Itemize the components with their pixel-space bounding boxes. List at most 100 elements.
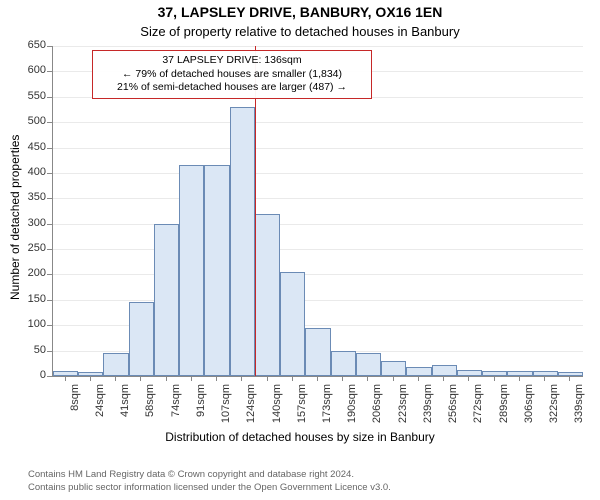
x-tick-label: 91sqm <box>195 384 207 432</box>
info-line-1: 37 LAPSLEY DRIVE: 136sqm <box>99 54 365 68</box>
y-tick-label: 250 <box>18 242 46 254</box>
info-line-3: 21% of semi-detached houses are larger (… <box>99 81 365 95</box>
x-tick-mark <box>90 376 91 381</box>
histogram-bar <box>305 328 330 376</box>
x-tick-label: 306sqm <box>523 384 535 432</box>
x-tick-label: 74sqm <box>170 384 182 432</box>
x-tick-label: 173sqm <box>321 384 333 432</box>
x-tick-label: 124sqm <box>245 384 257 432</box>
histogram-bar <box>230 107 255 376</box>
y-tick-mark <box>47 249 52 250</box>
y-tick-mark <box>47 376 52 377</box>
y-tick-mark <box>47 148 52 149</box>
y-tick-mark <box>47 224 52 225</box>
x-tick-label: 107sqm <box>220 384 232 432</box>
x-tick-label: 206sqm <box>371 384 383 432</box>
chart-title-main: 37, LAPSLEY DRIVE, BANBURY, OX16 1EN <box>0 4 600 20</box>
x-tick-label: 8sqm <box>69 384 81 432</box>
x-tick-mark <box>367 376 368 381</box>
marker-info-box: 37 LAPSLEY DRIVE: 136sqm ← 79% of detach… <box>92 50 372 99</box>
x-tick-mark <box>468 376 469 381</box>
histogram-bar <box>356 353 381 376</box>
y-tick-mark <box>47 325 52 326</box>
footer-line-1: Contains HM Land Registry data © Crown c… <box>28 469 391 481</box>
grid-line <box>53 274 583 275</box>
x-tick-mark <box>393 376 394 381</box>
y-tick-label: 100 <box>18 318 46 330</box>
grid-line <box>53 122 583 123</box>
x-tick-label: 239sqm <box>422 384 434 432</box>
x-tick-label: 190sqm <box>346 384 358 432</box>
x-tick-mark <box>519 376 520 381</box>
y-tick-mark <box>47 97 52 98</box>
x-tick-label: 140sqm <box>271 384 283 432</box>
y-tick-mark <box>47 122 52 123</box>
histogram-bar <box>53 371 78 376</box>
y-tick-label: 350 <box>18 191 46 203</box>
grid-line <box>53 300 583 301</box>
y-tick-label: 500 <box>18 115 46 127</box>
x-tick-label: 289sqm <box>498 384 510 432</box>
histogram-bar <box>381 361 406 376</box>
histogram-bar <box>406 367 431 376</box>
grid-line <box>53 148 583 149</box>
x-tick-mark <box>317 376 318 381</box>
y-tick-label: 150 <box>18 293 46 305</box>
x-tick-label: 272sqm <box>472 384 484 432</box>
x-tick-label: 339sqm <box>573 384 585 432</box>
footer-attribution: Contains HM Land Registry data © Crown c… <box>28 469 391 494</box>
y-tick-mark <box>47 274 52 275</box>
x-tick-mark <box>166 376 167 381</box>
histogram-bar <box>507 371 532 376</box>
histogram-bar <box>103 353 128 376</box>
grid-line <box>53 173 583 174</box>
y-tick-label: 50 <box>18 344 46 356</box>
x-tick-mark <box>342 376 343 381</box>
grid-line <box>53 249 583 250</box>
y-tick-label: 200 <box>18 267 46 279</box>
y-tick-label: 0 <box>18 369 46 381</box>
y-tick-label: 650 <box>18 39 46 51</box>
y-tick-label: 600 <box>18 64 46 76</box>
y-tick-mark <box>47 300 52 301</box>
x-tick-label: 223sqm <box>397 384 409 432</box>
x-tick-label: 58sqm <box>144 384 156 432</box>
info-line-2: ← 79% of detached houses are smaller (1,… <box>99 68 365 82</box>
y-tick-label: 550 <box>18 90 46 102</box>
x-tick-mark <box>267 376 268 381</box>
histogram-bar <box>154 224 179 376</box>
x-tick-label: 322sqm <box>548 384 560 432</box>
x-tick-mark <box>494 376 495 381</box>
histogram-bar <box>280 272 305 376</box>
grid-line <box>53 198 583 199</box>
chart-title-sub: Size of property relative to detached ho… <box>0 24 600 39</box>
histogram-bar <box>204 165 229 376</box>
x-tick-mark <box>569 376 570 381</box>
x-tick-label: 256sqm <box>447 384 459 432</box>
y-tick-mark <box>47 198 52 199</box>
x-tick-mark <box>443 376 444 381</box>
histogram-bar <box>129 302 154 376</box>
x-tick-label: 157sqm <box>296 384 308 432</box>
y-tick-mark <box>47 351 52 352</box>
histogram-bar <box>331 351 356 376</box>
y-tick-mark <box>47 71 52 72</box>
x-tick-mark <box>241 376 242 381</box>
histogram-bar <box>255 214 280 376</box>
footer-line-2: Contains public sector information licen… <box>28 482 391 494</box>
y-tick-mark <box>47 173 52 174</box>
x-tick-mark <box>115 376 116 381</box>
x-tick-mark <box>292 376 293 381</box>
x-tick-label: 41sqm <box>119 384 131 432</box>
x-tick-mark <box>191 376 192 381</box>
grid-line <box>53 224 583 225</box>
x-axis-label: Distribution of detached houses by size … <box>0 430 600 444</box>
y-tick-label: 400 <box>18 166 46 178</box>
histogram-bar <box>78 372 103 376</box>
histogram-bar <box>179 165 204 376</box>
y-tick-label: 300 <box>18 217 46 229</box>
x-tick-mark <box>65 376 66 381</box>
grid-line <box>53 46 583 47</box>
histogram-bar <box>432 365 457 376</box>
histogram-bar <box>482 371 507 376</box>
